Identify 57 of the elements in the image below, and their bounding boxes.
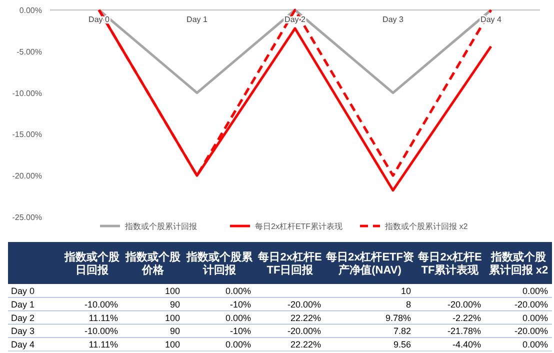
category-label: Day 1 [11,299,35,310]
y-tick-label: -20.00% [12,172,42,181]
category-label: 每日2x杠杆ETF日回报 [257,250,322,276]
text: 22.22% [290,312,321,323]
category-label: 指数或个股累计回报 x2 [488,250,548,276]
text: 90 [170,326,180,336]
text: 7.82 [393,326,411,336]
text: -10.00% [84,299,118,310]
y-tick-label: -15.00% [12,130,42,140]
text: 0.00% [225,340,251,350]
text: 8 [406,299,411,310]
category-label: Day 0 [11,286,35,296]
text: -4.40% [452,340,481,350]
x-tick-label: Day 1 [186,15,208,24]
category-label: 指数或个股日回报 [64,250,120,276]
text: 100 [164,340,180,350]
text: 22.22% [290,340,321,350]
y-tick-label: 0.00% [19,6,42,15]
category-label: Day 3 [11,326,35,336]
text: 90 [170,299,180,310]
text: -21.78% [447,326,481,336]
text: 0.00% [225,286,251,296]
y-tick-label: -10.00% [12,88,42,98]
category-label: Day 2 [11,312,35,323]
text: -10% [230,299,251,310]
text: 0.00% [522,312,548,323]
text: -20.00% [287,326,321,336]
legend-label: 指数或个股累计回报 [124,222,197,231]
text: 0.00% [522,340,548,350]
text: -10.00% [84,326,118,336]
text: 9.56 [393,340,411,350]
legend-label: 指数或个股累计回报 x2 [384,222,468,231]
text: 11.11% [88,340,118,350]
text: 100 [164,286,180,296]
category-label: 指数或个股价格 [124,250,182,276]
text: 0.00% [225,312,251,323]
category-label: 指数或个股累计回报 [186,250,254,276]
category-label: Day 4 [11,340,35,350]
x-tick-label: Day 0 [88,15,110,24]
text: -20.00% [514,299,548,310]
text: 10 [400,286,411,296]
text: 100 [164,312,180,323]
text: 11.11% [88,312,118,323]
text: 9.78% [385,312,411,323]
legend-label: 每日2x杠杆ETF累计表现 [255,222,343,231]
text: -20.00% [514,326,548,336]
text: -2.22% [452,312,481,323]
text: -20.00% [447,299,481,310]
category-label: 每日2x杠杆ETF资产净值(NAV) [324,250,414,276]
category-label: 每日2x杠杆ETF累计表现 [417,250,482,276]
x-tick-label: Day 2 [284,15,306,24]
y-tick-label: -5.00% [16,47,42,56]
x-tick-label: Day 3 [382,15,404,24]
text: -20.00% [287,299,321,310]
text: 0.00% [522,286,548,296]
text: -10% [230,326,251,336]
y-tick-label: -25.00% [12,213,42,222]
